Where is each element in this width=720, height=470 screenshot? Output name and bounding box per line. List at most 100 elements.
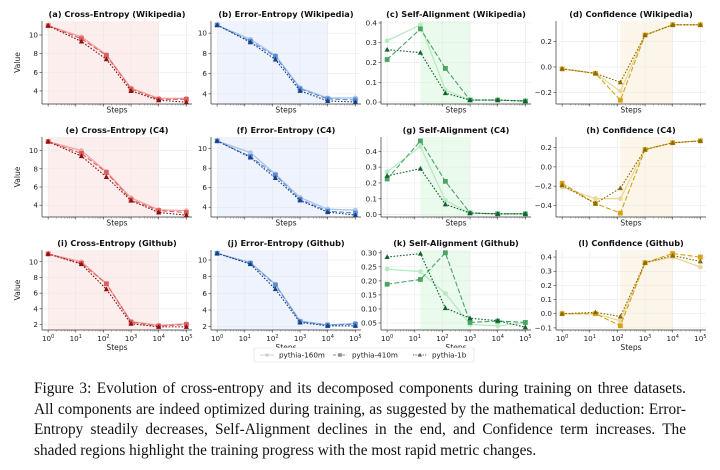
x-axis-label: Steps <box>275 343 296 352</box>
panel-title: (h) Confidence (C4) <box>586 125 676 135</box>
series-line-pythia-160m <box>216 24 356 99</box>
data-point-pythia-1b <box>592 309 599 315</box>
data-point-pythia-160m <box>384 169 390 175</box>
data-point-pythia-1b <box>617 313 623 319</box>
y-tick-label: 10 <box>29 30 39 39</box>
data-point-pythia-1b <box>183 324 189 329</box>
y-tick-label: 6 <box>33 183 38 192</box>
x-tick-label: 103 <box>294 334 306 343</box>
x-tick-label: 103 <box>464 334 476 343</box>
data-point-pythia-1b <box>325 98 331 103</box>
x-tick-label: 105 <box>694 334 706 343</box>
panel-b: 4 6 8 10 (b) Error-Entropy (Wikipedia) Steps <box>198 9 361 115</box>
series-line-pythia-160m <box>387 268 526 327</box>
data-point-pythia-1b <box>559 182 565 188</box>
y-tick-label: −0.2 <box>535 182 552 191</box>
data-point-pythia-1b <box>128 320 134 326</box>
legend-marker-square <box>338 353 342 357</box>
y-tick-label: 6 <box>202 69 207 78</box>
data-point-pythia-1b <box>522 211 528 216</box>
y-tick-label: 10 <box>198 256 208 265</box>
series-line-pythia-1b <box>387 253 526 328</box>
data-point-pythia-1b <box>45 251 51 256</box>
panel-title: (i) Cross-Entropy (Github) <box>57 238 177 248</box>
data-point-pythia-160m <box>248 150 253 156</box>
data-point-pythia-160m <box>617 88 623 94</box>
y-tick-label: 2 <box>33 320 38 329</box>
y-tick-label: 0.0 <box>541 309 553 318</box>
y-tick-label: 0.10 <box>361 304 377 313</box>
x-tick-label: 105 <box>180 334 192 343</box>
y-tick-label: 0.3 <box>366 163 377 172</box>
data-point-pythia-160m <box>593 196 598 202</box>
series-line-pythia-1b <box>47 25 187 103</box>
data-point-pythia-1b <box>247 154 254 160</box>
data-point-pythia-1b <box>297 88 303 93</box>
data-point-pythia-1b <box>522 324 528 330</box>
series-line-pythia-1b <box>216 252 356 327</box>
x-tick-label: 100 <box>211 334 223 343</box>
legend: pythia-160m pythia-410m pythia-1b <box>253 347 475 363</box>
data-point-pythia-410m <box>617 97 623 103</box>
x-axis-label: Steps <box>275 106 296 115</box>
y-tick-label: 0.15 <box>361 290 377 299</box>
x-tick-label: 102 <box>436 334 448 343</box>
data-point-pythia-1b <box>642 146 648 152</box>
data-point-pythia-160m <box>384 38 390 44</box>
data-point-pythia-1b <box>417 250 424 256</box>
y-tick-label: 0.2 <box>366 178 377 187</box>
data-point-pythia-1b <box>467 210 473 216</box>
legend-label: pythia-410m <box>352 351 398 360</box>
data-point-pythia-1b <box>697 258 703 264</box>
y-tick-label: 0.1 <box>541 295 552 304</box>
series-line-pythia-410m <box>562 252 701 327</box>
series-line-pythia-1b <box>561 140 701 205</box>
y-tick-label: 8 <box>33 164 38 173</box>
x-tick-label: 100 <box>381 334 393 343</box>
y-axis-label: Value <box>13 52 22 73</box>
data-point-pythia-160m <box>442 291 448 296</box>
y-tick-label: 6 <box>33 68 38 77</box>
data-point-pythia-410m <box>272 172 278 178</box>
data-point-pythia-410m <box>467 320 473 325</box>
y-tick-label: −0.2 <box>535 88 552 97</box>
x-tick-label: 103 <box>125 334 137 343</box>
data-point-pythia-1b <box>670 22 676 27</box>
data-point-pythia-1b <box>272 56 278 62</box>
data-point-pythia-1b <box>272 175 278 180</box>
series-line-pythia-410m <box>216 140 356 214</box>
data-point-pythia-1b <box>214 22 220 28</box>
panel-title: (e) Cross-Entropy (C4) <box>66 125 169 135</box>
panel-g: 0.0 0.1 0.2 0.3 0.4 (g) Self-Alignment (C4) St… <box>366 125 531 228</box>
data-point-pythia-410m <box>384 57 390 62</box>
data-point-pythia-1b <box>325 323 331 328</box>
data-point-pythia-410m <box>522 320 528 325</box>
data-point-pythia-410m <box>418 277 423 282</box>
series-line-pythia-1b <box>216 24 356 103</box>
series-line-pythia-1b <box>47 141 187 216</box>
panel-h: −0.4 −0.2 0.0 0.2 (h) Confidence (C4) Steps <box>535 125 706 228</box>
data-point-pythia-1b <box>78 261 85 267</box>
data-point-pythia-1b <box>697 138 703 143</box>
panel-l: −0.1 0.0 0.1 0.2 0.3 0.4 100 101 102 103 104 105 (l)… <box>535 238 707 352</box>
data-point-pythia-410m <box>384 281 390 287</box>
data-point-pythia-1b <box>183 99 189 105</box>
series-line-pythia-410m <box>216 252 356 326</box>
data-point-pythia-1b <box>495 97 501 103</box>
legend-label: pythia-1b <box>432 351 467 360</box>
y-tick-label: 10 <box>198 29 208 38</box>
data-point-pythia-1b <box>247 261 254 267</box>
figure-panels: 4 6 8 10 (a) Cross-Entropy (Wikipedia) Steps V… <box>13 9 707 363</box>
x-tick-label: 102 <box>611 334 623 343</box>
y-tick-label: 0.3 <box>366 38 377 47</box>
data-point-pythia-1b <box>467 97 473 103</box>
series-line-pythia-410m <box>216 24 356 101</box>
x-axis-label: Steps <box>445 343 466 352</box>
data-point-pythia-1b <box>183 212 189 218</box>
x-axis-label: Steps <box>620 219 641 228</box>
data-point-pythia-1b <box>272 286 278 292</box>
x-tick-label: 101 <box>409 334 421 343</box>
y-tick-label: 6 <box>33 289 38 298</box>
data-point-pythia-1b <box>670 252 676 258</box>
data-point-pythia-1b <box>297 197 303 203</box>
